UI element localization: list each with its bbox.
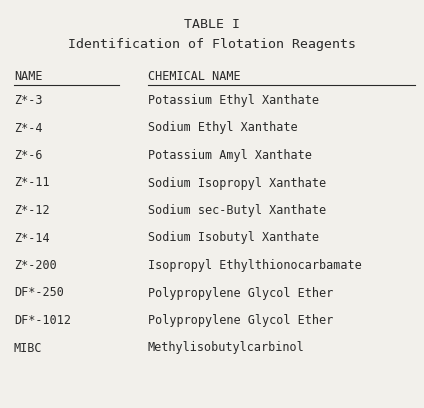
Text: Z*-14: Z*-14 <box>14 231 50 244</box>
Text: Potassium Amyl Xanthate: Potassium Amyl Xanthate <box>148 149 312 162</box>
Text: Sodium Ethyl Xanthate: Sodium Ethyl Xanthate <box>148 122 298 135</box>
Text: DF*-1012: DF*-1012 <box>14 314 71 327</box>
Text: CHEMICAL NAME: CHEMICAL NAME <box>148 70 241 83</box>
Text: Sodium Isobutyl Xanthate: Sodium Isobutyl Xanthate <box>148 231 319 244</box>
Text: Z*-4: Z*-4 <box>14 122 42 135</box>
Text: Identification of Flotation Reagents: Identification of Flotation Reagents <box>68 38 356 51</box>
Text: Methylisobutylcarbinol: Methylisobutylcarbinol <box>148 341 305 355</box>
Text: DF*-250: DF*-250 <box>14 286 64 299</box>
Text: Z*-11: Z*-11 <box>14 177 50 189</box>
Text: Z*-6: Z*-6 <box>14 149 42 162</box>
Text: Z*-3: Z*-3 <box>14 94 42 107</box>
Text: Z*-200: Z*-200 <box>14 259 57 272</box>
Text: Sodium sec-Butyl Xanthate: Sodium sec-Butyl Xanthate <box>148 204 326 217</box>
Text: Polypropylene Glycol Ether: Polypropylene Glycol Ether <box>148 314 333 327</box>
Text: TABLE I: TABLE I <box>184 18 240 31</box>
Text: Potassium Ethyl Xanthate: Potassium Ethyl Xanthate <box>148 94 319 107</box>
Text: Sodium Isopropyl Xanthate: Sodium Isopropyl Xanthate <box>148 177 326 189</box>
Text: Isopropyl Ethylthionocarbamate: Isopropyl Ethylthionocarbamate <box>148 259 362 272</box>
Text: Polypropylene Glycol Ether: Polypropylene Glycol Ether <box>148 286 333 299</box>
Text: Z*-12: Z*-12 <box>14 204 50 217</box>
Text: NAME: NAME <box>14 70 42 83</box>
Text: MIBC: MIBC <box>14 341 42 355</box>
